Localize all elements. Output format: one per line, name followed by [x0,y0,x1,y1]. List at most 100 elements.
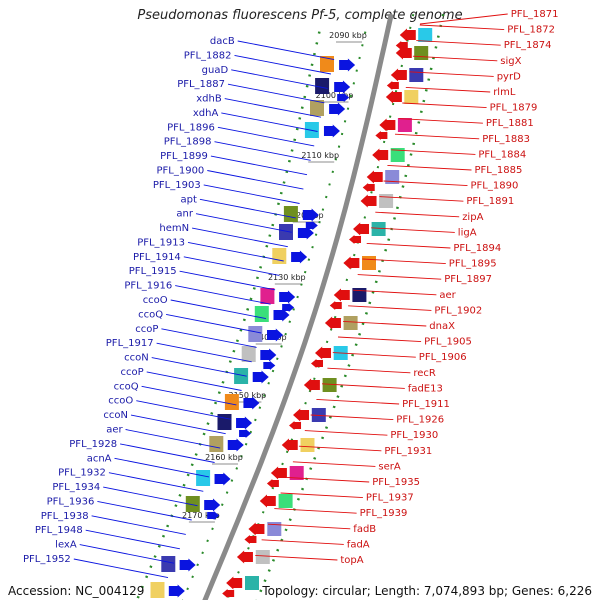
feature-block-left [150,582,165,598]
feature-block-right [362,256,376,270]
gene-arrow-reverse [303,378,320,392]
leader-line-forward [217,126,315,147]
gene-label-reverse: PFL_1890 [471,181,519,192]
gene-arrow-reverse [349,234,362,245]
gene-arrow-forward [236,416,253,430]
kbp-marker-label: 2100 kbp [316,91,354,100]
leader-line-forward [156,342,252,363]
gene-arrow-forward [273,308,290,322]
gene-label-forward: ccoO [143,295,168,306]
gene-arrow-reverse [395,46,412,60]
gene-arrow-forward [291,250,308,264]
gene-label-reverse: PFL_1897 [444,274,492,285]
gene-label-forward: PFL_1887 [177,79,225,90]
gene-label-forward: PFL_1913 [137,237,185,248]
gene-arrow-reverse [329,300,342,311]
gene-arrow-reverse [399,28,416,42]
feature-block-right [379,194,394,208]
gene-label-forward: apt [180,194,196,205]
gene-label-reverse: aer [439,290,456,301]
leader-line-forward [108,472,204,492]
leader-line-forward [166,313,262,334]
feature-block-left [209,436,224,452]
feature-block-left [234,368,249,384]
leader-line-forward [79,544,175,564]
gene-label-reverse: fadE13 [408,383,443,394]
leader-line-reverse [366,242,451,249]
topology-label: Topology: circular; Length: 7,074,893 bp… [262,584,592,598]
feature-block-right [414,46,429,60]
gene-label-reverse: dnaX [429,321,455,332]
leader-line-reverse [274,508,357,514]
gene-label-reverse: sigX [500,56,521,67]
ticks-track-left [135,31,321,600]
gene-arrow-forward [263,360,276,371]
feature-block-right [300,438,315,452]
leader-line-forward [221,112,318,132]
kbp-marker-label: 2110 kbp [301,151,339,160]
leader-line-reverse [348,305,432,311]
feature-block-left [272,248,287,264]
leader-line-forward [97,500,192,521]
leader-line-forward [237,40,335,61]
leader-line-forward [175,285,271,305]
gene-arrow-reverse [310,358,323,369]
gene-arrow-reverse [390,68,407,82]
gene-arrow-reverse [281,438,298,452]
gene-label-forward: hemN [159,223,189,234]
leader-line-forward [125,429,221,449]
genome-backbone [202,13,394,600]
feature-block-left [310,100,324,116]
gene-label-reverse: PFL_1885 [475,165,523,176]
feature-block-left [248,326,263,342]
gene-label-forward: PFL_1882 [184,50,232,61]
gene-arrow-reverse [222,588,235,599]
leader-line-reverse [286,476,370,483]
gene-label-forward: PFL_1899 [160,151,208,162]
gene-label-forward: ccoN [103,410,128,421]
gene-label-forward: PFL_1938 [41,511,89,522]
gene-arrow-forward [337,92,350,103]
gene-label-forward: PFL_1914 [133,252,181,263]
leader-line-forward [183,256,280,276]
gene-label-reverse: PFL_1879 [490,103,538,114]
leader-line-forward [136,400,232,420]
gene-label-reverse: fadA [347,539,370,550]
gene-label-reverse: PFL_1883 [482,134,530,145]
gene-label-forward: aer [106,425,123,436]
gene-label-forward: PFL_1932 [58,468,106,479]
leader-line-reverse [352,289,437,296]
kbp-marker-label: 2160 kbp [205,453,243,462]
leader-line-reverse [416,40,501,46]
leader-line-forward [195,213,292,233]
gene-arrow-reverse [289,420,302,431]
leader-line-reverse [261,539,344,545]
gene-arrow-reverse [236,550,253,564]
gene-label-reverse: PFL_1937 [366,493,414,504]
feature-block-left [260,288,275,304]
feature-block-left [315,78,330,94]
gene-label-forward: PFL_1903 [153,180,201,191]
leader-line-reverse [391,149,476,155]
gene-arrow-reverse [366,170,383,184]
gene-label-reverse: topA [340,555,363,566]
kbp-marker-label: 2150 kbp [229,391,267,400]
leader-line-reverse [298,445,382,452]
gene-label-forward: PFL_1948 [35,525,83,536]
gene-label-forward: ccoP [121,367,144,378]
leader-line-forward [73,558,169,579]
gene-label-reverse: PFL_1881 [486,118,534,129]
gene-arrow-forward [339,58,356,72]
gene-arrow-reverse [244,534,257,545]
gene-label-reverse: PFL_1871 [511,9,559,20]
gene-arrow-forward [252,370,269,384]
gene-label-forward: ccoN [124,353,149,364]
gene-label-forward: PFL_1898 [164,137,212,148]
feature-block-left [185,496,200,512]
gene-arrow-forward [227,438,244,452]
gene-arrow-reverse [266,478,279,489]
gene-label-reverse: PFL_1939 [360,508,408,519]
ticks-track-inner-left [181,31,367,600]
gene-arrow-reverse [248,522,265,536]
